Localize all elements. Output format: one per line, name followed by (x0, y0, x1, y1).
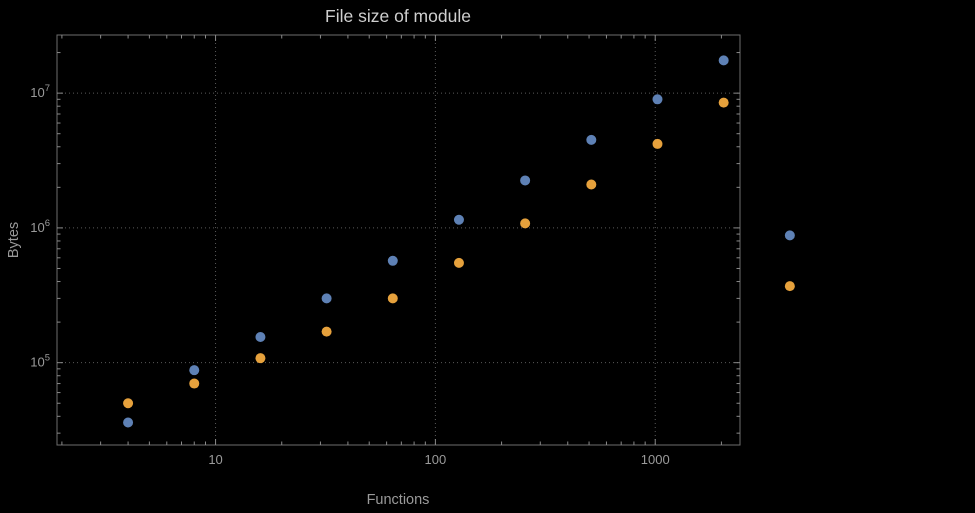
y-tick-label: 106 (30, 218, 50, 235)
y-axis-label: Bytes (6, 221, 22, 259)
data-point-series-blue (453, 214, 464, 225)
data-point-series-blue (586, 134, 597, 145)
x-tick-label: 1000 (641, 452, 670, 467)
chart-title: File size of module (325, 6, 471, 26)
data-point-series-blue (321, 293, 332, 304)
data-point-series-blue (718, 55, 729, 66)
data-point-series-blue (255, 332, 266, 343)
data-point-series-orange (520, 218, 531, 229)
data-point-series-blue (652, 94, 663, 105)
data-point-series-orange (255, 353, 266, 364)
data-point-series-orange (189, 378, 200, 389)
x-axis-label: Functions (366, 492, 430, 508)
data-point-series-blue (189, 365, 200, 376)
plot-frame (56, 34, 741, 446)
data-point-series-orange (784, 281, 795, 292)
data-point-series-orange (123, 398, 134, 409)
data-point-series-blue (784, 230, 795, 241)
data-point-series-orange (387, 293, 398, 304)
data-point-series-orange (321, 326, 332, 337)
data-point-series-orange (586, 179, 597, 190)
y-tick-label: 105 (30, 353, 50, 370)
data-point-series-blue (387, 255, 398, 266)
data-point-series-orange (453, 257, 464, 268)
data-point-series-orange (652, 138, 663, 149)
x-tick-label: 100 (425, 452, 447, 467)
data-point-series-blue (520, 175, 531, 186)
y-tick-label: 107 (30, 83, 50, 100)
x-tick-label: 10 (208, 452, 222, 467)
data-point-series-blue (123, 417, 134, 428)
data-point-series-orange (718, 97, 729, 108)
